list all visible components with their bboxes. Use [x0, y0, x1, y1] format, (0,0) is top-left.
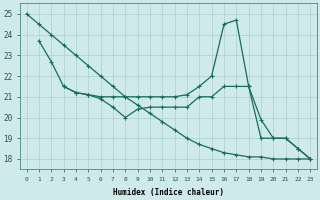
X-axis label: Humidex (Indice chaleur): Humidex (Indice chaleur): [113, 188, 224, 197]
